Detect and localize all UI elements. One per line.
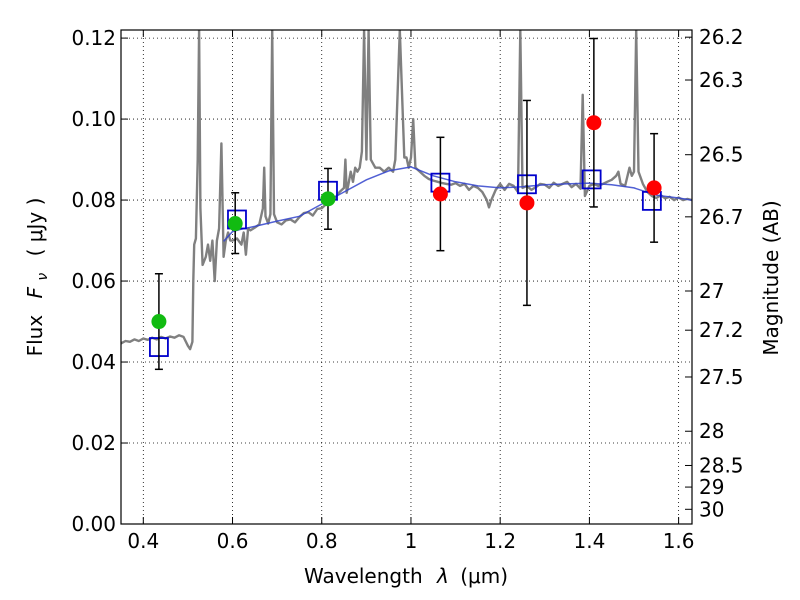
grid-lines: [121, 30, 692, 525]
y-axis-label-text: Flux: [23, 315, 47, 357]
y-tick-label: 0.08: [71, 188, 116, 212]
x-axis-unit: (μm): [460, 564, 508, 588]
observed-red-point: [586, 115, 602, 131]
x-tick-label: 1.6: [663, 529, 695, 553]
mag-tick-label: 28.5: [699, 453, 744, 477]
tick-layer: 0.4 0.6 0.8 1 1.2 1.4 1.6 0.00 0.02 0.04 0.06 0.08 0…: [71, 25, 743, 553]
mag-tick-label: 26.3: [699, 68, 744, 92]
x-axis-label-text: Wavelength: [304, 564, 423, 588]
x-tick-label: 1: [405, 529, 418, 553]
y-axis-subscript: ν: [35, 273, 51, 281]
mag-tick-label: 29: [699, 475, 724, 499]
x-tick-label: 0.8: [306, 529, 338, 553]
mag-tick-label: 27.5: [699, 365, 744, 389]
observed-green-point: [227, 216, 243, 232]
observed-red-point: [646, 180, 662, 196]
y-tick-label: 0.06: [71, 269, 116, 293]
y-tick-label: 0.02: [71, 431, 116, 455]
mag-tick-label: 27.2: [699, 318, 744, 342]
x-axis-symbol: λ: [436, 564, 449, 588]
y-tick-label: 0.04: [71, 350, 116, 374]
series-layer: [121, 30, 692, 371]
x-tick-label: 0.4: [127, 529, 159, 553]
model-curve-line: [223, 166, 692, 242]
y-tick-label: 0.00: [71, 512, 116, 536]
y-axis-unit: ( μJy ): [23, 198, 47, 257]
mag-tick-label: 27: [699, 279, 724, 303]
x-tick-label: 0.6: [217, 529, 249, 553]
mag-tick-label: 28: [699, 419, 724, 443]
model-square-marker: [581, 169, 602, 190]
observed-red-point: [519, 195, 535, 211]
x-tick-label: 1.2: [484, 529, 516, 553]
y-tick-label: 0.10: [71, 107, 116, 131]
mag-tick-label: 26.7: [699, 205, 744, 229]
observed-green-point: [320, 191, 336, 207]
mag-tick-label: 30: [699, 497, 724, 521]
y-tick-label: 0.12: [71, 26, 116, 50]
x-tick-label: 1.4: [573, 529, 605, 553]
y-axis-symbol: F: [23, 286, 47, 298]
observed-red-point: [432, 186, 448, 202]
mag-tick-label: 26.2: [699, 25, 744, 49]
observed-green-point: [151, 314, 167, 330]
y2-axis-label: Magnitude (AB): [759, 200, 783, 355]
sed-template-line: [121, 30, 692, 351]
plot-frame: [120, 29, 693, 525]
mag-tick-label: 26.5: [699, 143, 744, 167]
y-axis-label: Flux F ν ( μJy ): [23, 198, 52, 357]
x-axis-label: Wavelength λ (μm): [304, 564, 508, 588]
